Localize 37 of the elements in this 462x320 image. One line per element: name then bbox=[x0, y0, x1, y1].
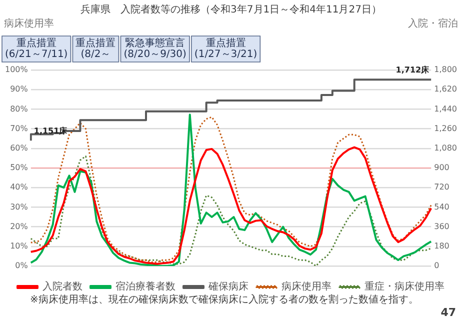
y2-tick-label: 1,260 bbox=[434, 124, 458, 133]
y2-axis-title: 入院・宿泊 bbox=[408, 18, 458, 30]
y2-tick-label: 540 bbox=[434, 202, 450, 212]
text: 重点措置 (8/2～ bbox=[76, 37, 116, 60]
y-tick-label: 70% bbox=[10, 124, 28, 133]
y-tick-label: 50% bbox=[10, 163, 28, 172]
y2-tick-label: 900 bbox=[434, 163, 450, 172]
y2-tick-label: 1,800 bbox=[434, 65, 458, 74]
y-tick-label: 60% bbox=[10, 143, 28, 152]
data-label: 1,712床 bbox=[396, 64, 430, 75]
y-tick-label: 90% bbox=[10, 84, 28, 94]
legend-label: 宿泊療養者数 bbox=[116, 280, 176, 293]
legend-label: 入院者数 bbox=[42, 280, 82, 293]
y2-tick-label: 720 bbox=[434, 182, 450, 192]
legend-label: 確保病床 bbox=[208, 280, 248, 293]
legend-label: 重症・病床使用率 bbox=[364, 280, 444, 293]
y2-tick-label: 1,440 bbox=[434, 104, 458, 114]
text: 緊急事態宣言 (8/20～9/30) bbox=[124, 37, 187, 60]
chart-title: 兵庫県 入院者数等の推移（令和3年7月1日～令和4年11月27日） bbox=[80, 4, 382, 16]
y-axis-title: 病床使用率 bbox=[4, 18, 54, 30]
y-tick-label: 100% bbox=[4, 65, 28, 74]
text: 47 bbox=[440, 306, 456, 319]
text: 重点措置 (1/27～3/21) bbox=[194, 37, 258, 60]
y-tick-label: 40% bbox=[10, 182, 28, 192]
y-tick-label: 0% bbox=[15, 261, 28, 270]
y-tick-label: 80% bbox=[10, 104, 28, 114]
y2-tick-label: 1,080 bbox=[434, 143, 458, 152]
y2-tick-label: 1,620 bbox=[434, 84, 458, 94]
text: 重点措置 (6/21～7/11) bbox=[5, 37, 68, 60]
y-tick-label: 30% bbox=[10, 202, 28, 212]
text: ※病床使用率は、現在の確保病床数で確保病床に入院する者の数を割った数値を指す。 bbox=[30, 294, 418, 306]
y2-tick-label: 0 bbox=[434, 261, 440, 270]
y-tick-label: 10% bbox=[10, 241, 28, 250]
y-tick-label: 20% bbox=[10, 222, 28, 231]
legend-label: 病床使用率 bbox=[282, 280, 332, 293]
y2-tick-label: 360 bbox=[434, 222, 450, 231]
y2-tick-label: 180 bbox=[434, 241, 450, 250]
